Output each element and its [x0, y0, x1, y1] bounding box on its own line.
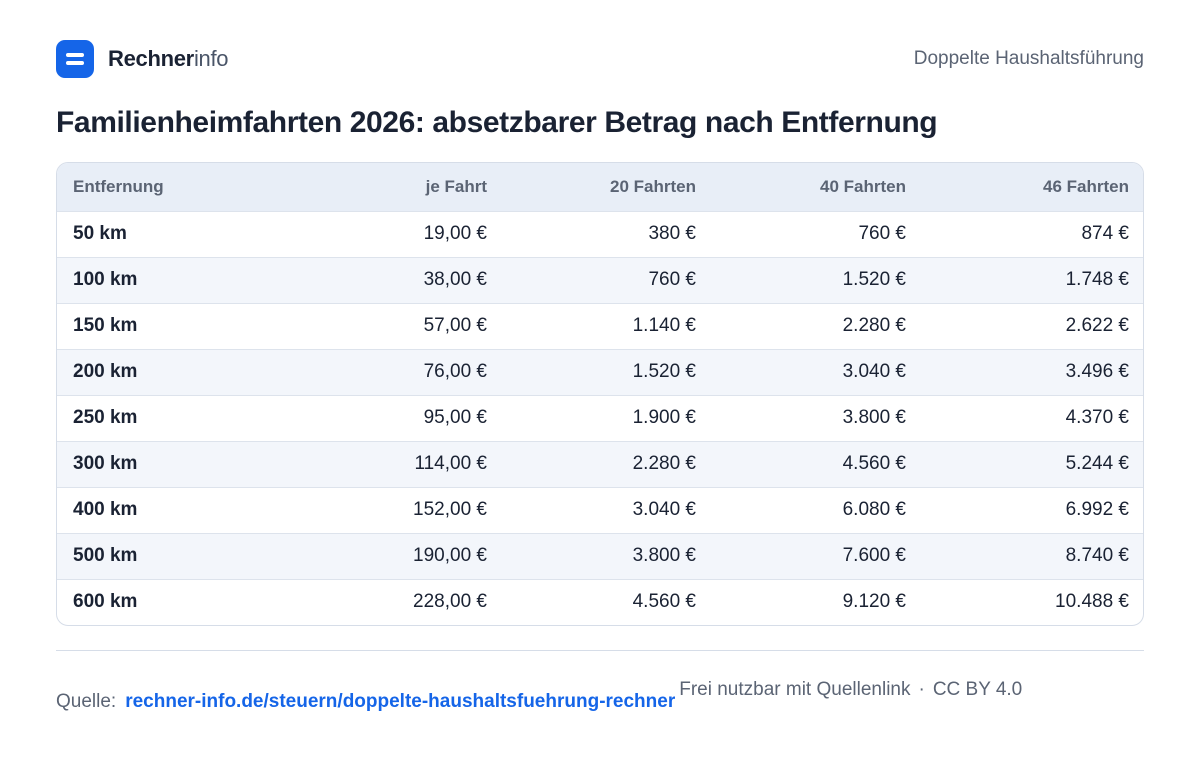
amount-cell: 2.622 €	[1065, 315, 1129, 336]
amount-cell: 57,00 €	[423, 315, 487, 336]
table-row: 400 km 152,00 € 3.040 € 6.080 € 6.992 €	[57, 487, 1143, 533]
amount-cell: 1.748 €	[1065, 269, 1129, 290]
amount-cell: 760 €	[858, 223, 906, 244]
amount-cell: 228,00 €	[413, 591, 487, 613]
table-row: 50 km 19,00 € 380 € 760 € 874 €	[57, 211, 1143, 257]
table-header-row: Entfernung je Fahrt 20 Fahrten 40 Fahrten 46…	[57, 163, 1143, 211]
column-header: 20 Fahrten	[610, 176, 696, 196]
footer-divider	[56, 650, 1144, 651]
amount-cell: 95,00 €	[423, 407, 487, 428]
amount-cell: 1.520 €	[632, 361, 696, 382]
distance-cell: 300 km	[73, 453, 138, 474]
distance-cell: 100 km	[73, 269, 138, 290]
table-row: 150 km 57,00 € 1.140 € 2.280 € 2.622 €	[57, 303, 1143, 349]
footer: Quelle: rechner-info.de/steuern/doppelte…	[56, 676, 1144, 728]
table-row: 500 km 190,00 € 3.800 € 7.600 € 8.740 €	[57, 533, 1143, 579]
amount-cell: 76,00 €	[423, 361, 487, 382]
amount-cell: 3.040 €	[632, 499, 696, 520]
brand-name-strong: Rechner	[108, 46, 194, 71]
column-header: je Fahrt	[425, 176, 487, 196]
brand-name: Rechnerinfo	[108, 46, 229, 72]
page-header: Rechnerinfo Doppelte Haushaltsführung	[56, 40, 1144, 78]
amount-cell: 152,00 €	[413, 499, 487, 520]
distance-cell: 50 km	[73, 223, 127, 244]
amount-cell: 760 €	[648, 269, 696, 290]
table-row: 300 km 114,00 € 2.280 € 4.560 € 5.244 €	[57, 441, 1143, 487]
logo-icon	[56, 40, 94, 78]
header-topic: Doppelte Haushaltsführung	[913, 48, 1144, 69]
license-separator: ·	[918, 679, 925, 700]
source: Quelle: rechner-info.de/steuern/doppelte…	[56, 676, 675, 728]
amount-cell: 3.800 €	[842, 407, 906, 428]
license-note: Frei nutzbar mit Quellenlink · CC BY 4.0	[679, 676, 1051, 704]
amount-cell: 38,00 €	[423, 269, 487, 290]
distance-cell: 200 km	[73, 361, 138, 382]
license-name: CC BY 4.0	[932, 679, 1023, 700]
distance-cell: 400 km	[73, 499, 138, 520]
amount-cell: 6.992 €	[1065, 499, 1129, 520]
amount-cell: 3.040 €	[842, 361, 906, 382]
amount-cell: 9.120 €	[842, 591, 906, 613]
amount-cell: 1.900 €	[632, 407, 696, 428]
amount-cell: 190,00 €	[413, 545, 487, 566]
amount-cell: 2.280 €	[632, 453, 696, 474]
table-row: 250 km 95,00 € 1.900 € 3.800 € 4.370 €	[57, 395, 1143, 441]
brand[interactable]: Rechnerinfo	[56, 40, 229, 78]
amount-cell: 874 €	[1081, 223, 1129, 244]
amount-cell: 4.560 €	[842, 453, 906, 474]
distance-cell: 250 km	[73, 407, 138, 428]
amount-cell: 3.496 €	[1065, 361, 1129, 382]
amount-cell: 4.560 €	[632, 591, 696, 613]
amount-cell: 1.520 €	[842, 269, 906, 290]
license-text: Frei nutzbar mit Quellenlink	[679, 679, 911, 700]
table-row: 200 km 76,00 € 1.520 € 3.040 € 3.496 €	[57, 349, 1143, 395]
source-link[interactable]: rechner-info.de/steuern/doppelte-haushal…	[125, 691, 676, 712]
amount-cell: 7.600 €	[842, 545, 906, 566]
brand-name-light: info	[193, 46, 229, 71]
column-header: 46 Fahrten	[1043, 176, 1129, 196]
column-header: Entfernung	[73, 176, 164, 196]
amount-cell: 6.080 €	[842, 499, 906, 520]
amount-cell: 3.800 €	[632, 545, 696, 566]
amount-cell: 19,00 €	[423, 223, 487, 244]
distance-cell: 150 km	[73, 315, 138, 336]
source-label: Quelle:	[56, 691, 117, 712]
table-row: 100 km 38,00 € 760 € 1.520 € 1.748 €	[57, 257, 1143, 303]
page-title: Familienheimfahrten 2026: absetzbarer Be…	[56, 106, 938, 139]
distance-table: Entfernung je Fahrt 20 Fahrten 40 Fahrten 46…	[56, 162, 1144, 626]
amount-cell: 1.140 €	[632, 315, 696, 336]
amount-cell: 10.488 €	[1055, 591, 1129, 613]
distance-cell: 600 km	[73, 591, 138, 613]
amount-cell: 380 €	[648, 223, 696, 244]
table-row: 600 km 228,00 € 4.560 € 9.120 € 10.488 €	[57, 579, 1143, 625]
amount-cell: 114,00 €	[414, 453, 487, 474]
column-header: 40 Fahrten	[820, 176, 906, 196]
amount-cell: 5.244 €	[1065, 453, 1129, 474]
distance-cell: 500 km	[73, 545, 138, 566]
amount-cell: 2.280 €	[842, 315, 906, 336]
amount-cell: 8.740 €	[1065, 545, 1129, 566]
amount-cell: 4.370 €	[1065, 407, 1129, 428]
